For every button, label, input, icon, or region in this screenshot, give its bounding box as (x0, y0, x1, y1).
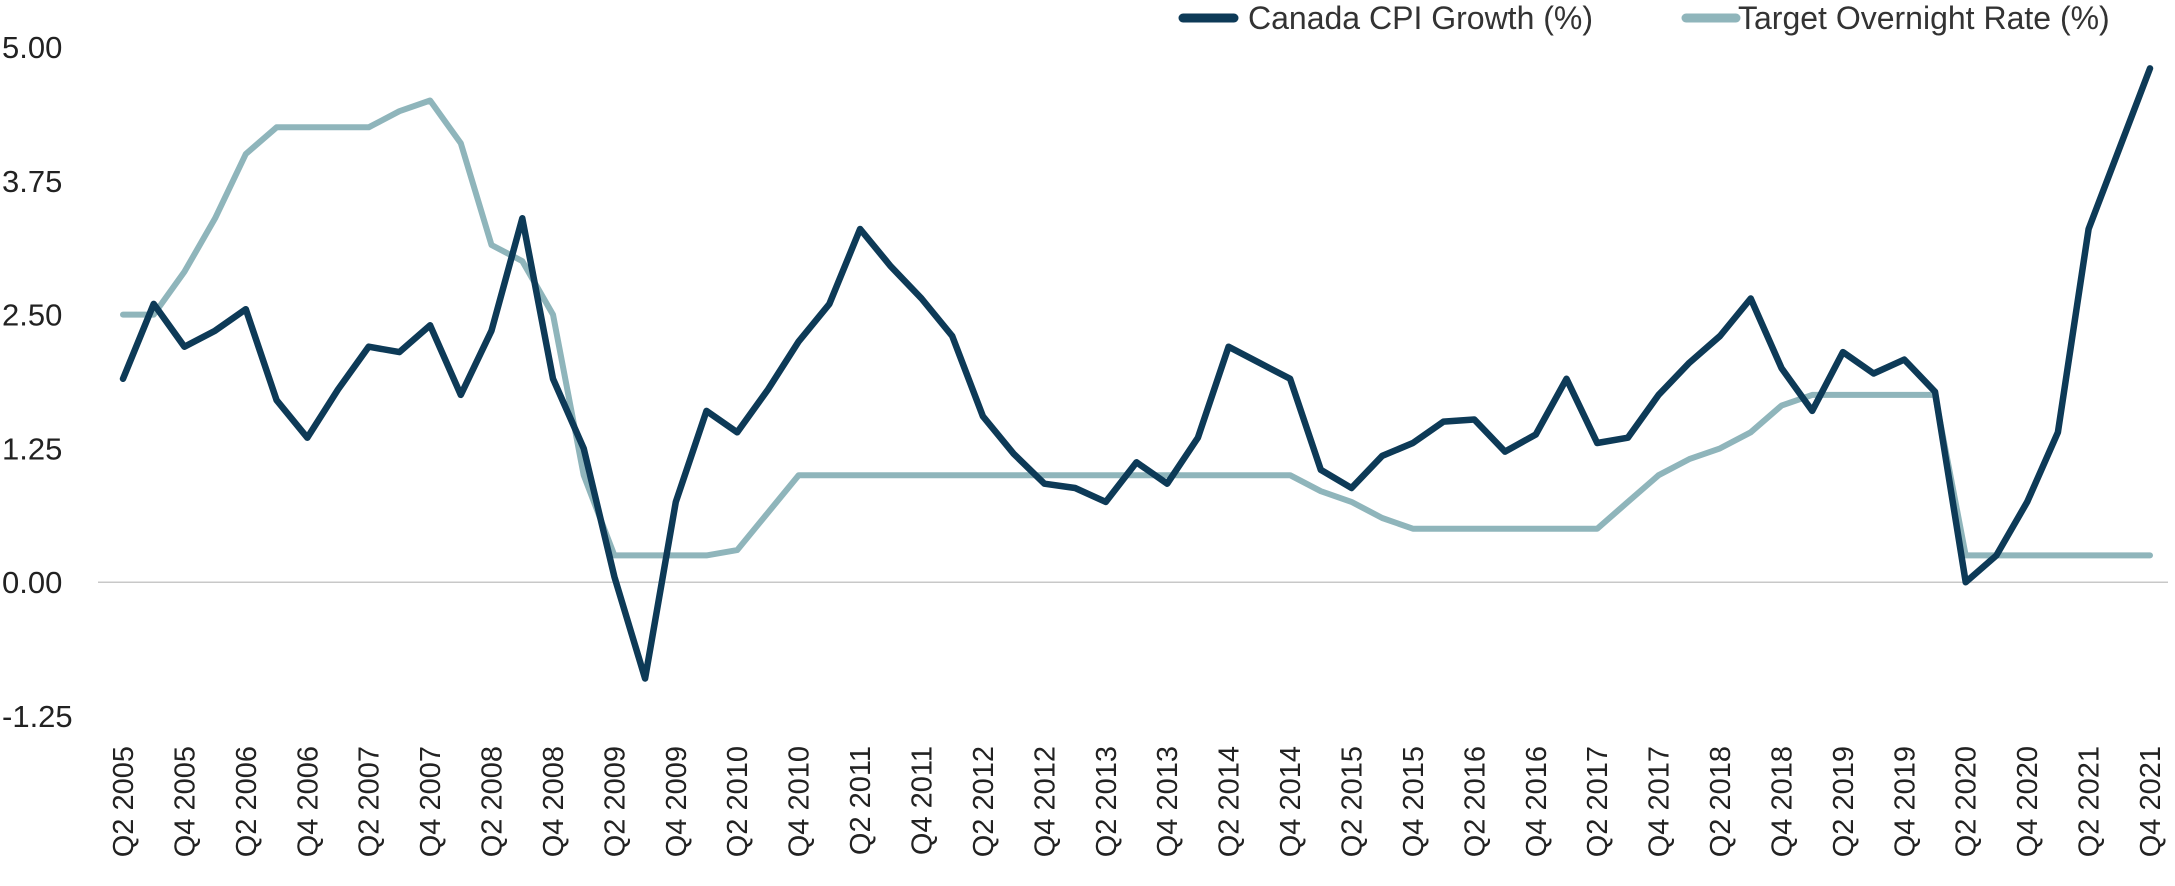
x-tick-label: Q2 2007 (354, 746, 386, 857)
y-tick-label: -1.25 (2, 699, 73, 734)
legend-label-cpi: Canada CPI Growth (%) (1248, 0, 1593, 36)
legend-item-cpi: Canada CPI Growth (%) (1178, 0, 1593, 36)
x-axis: Q2 2005 Q4 2005 Q2 2006 Q4 2006 Q2 2007 Q4 20… (108, 746, 2167, 857)
y-tick-label: 3.75 (2, 164, 62, 199)
x-tick-label: Q4 2017 (1644, 746, 1676, 857)
x-tick-label: Q2 2006 (231, 746, 263, 857)
x-tick-label: Q4 2012 (1029, 746, 1061, 857)
x-tick-label: Q4 2008 (538, 746, 570, 857)
x-tick-label: Q2 2021 (2074, 746, 2106, 857)
x-tick-label: Q2 2011 (845, 746, 877, 855)
series-layer (119, 65, 2154, 682)
series-line-cpi (119, 65, 2154, 682)
x-tick-label: Q4 2010 (784, 746, 816, 857)
x-tick-label: Q2 2014 (1214, 746, 1246, 857)
x-tick-label: Q4 2018 (1766, 746, 1798, 857)
x-tick-label: Q2 2013 (1091, 746, 1123, 857)
x-tick-label: Q2 2017 (1582, 746, 1614, 857)
x-tick-label: Q2 2015 (1336, 746, 1368, 857)
x-tick-label: Q4 2009 (661, 746, 693, 857)
x-tick-label: Q4 2013 (1152, 746, 1184, 857)
x-tick-label: Q2 2005 (108, 746, 140, 857)
x-tick-label: Q4 2019 (1889, 746, 1921, 857)
x-tick-label: Q2 2012 (968, 746, 1000, 857)
x-tick-label: Q4 2007 (415, 746, 447, 857)
x-tick-label: Q4 2005 (169, 746, 201, 857)
x-tick-label: Q2 2010 (722, 746, 754, 857)
y-tick-label: 2.50 (2, 298, 62, 333)
legend-label-overnight-rate: Target Overnight Rate (%) (1738, 0, 2110, 36)
x-tick-label: Q4 2020 (2012, 746, 2044, 857)
x-tick-label: Q4 2021 (2135, 746, 2167, 857)
y-tick-label: 5.00 (2, 30, 62, 65)
series-line-overnight-rate (120, 97, 2153, 559)
x-tick-label: Q2 2016 (1459, 746, 1491, 857)
x-tick-label: Q2 2020 (1951, 746, 1983, 857)
x-tick-label: Q2 2008 (477, 746, 509, 857)
x-tick-label: Q4 2014 (1275, 746, 1307, 857)
legend: Canada CPI Growth (%) Target Overnight R… (1178, 0, 2110, 36)
y-tick-label: 1.25 (2, 431, 62, 466)
x-tick-label: Q4 2016 (1521, 746, 1553, 857)
x-tick-label: Q2 2019 (1828, 746, 1860, 857)
y-axis: 5.00 3.75 2.50 1.25 0.00 -1.25 (2, 30, 73, 734)
x-tick-label: Q4 2011 (907, 746, 939, 855)
x-tick-label: Q2 2009 (599, 746, 631, 857)
x-tick-label: Q4 2006 (292, 746, 324, 857)
y-tick-label: 0.00 (2, 565, 62, 600)
legend-item-overnight-rate: Target Overnight Rate (%) (1681, 0, 2110, 36)
x-tick-label: Q2 2018 (1705, 746, 1737, 857)
x-tick-label: Q4 2015 (1398, 746, 1430, 857)
